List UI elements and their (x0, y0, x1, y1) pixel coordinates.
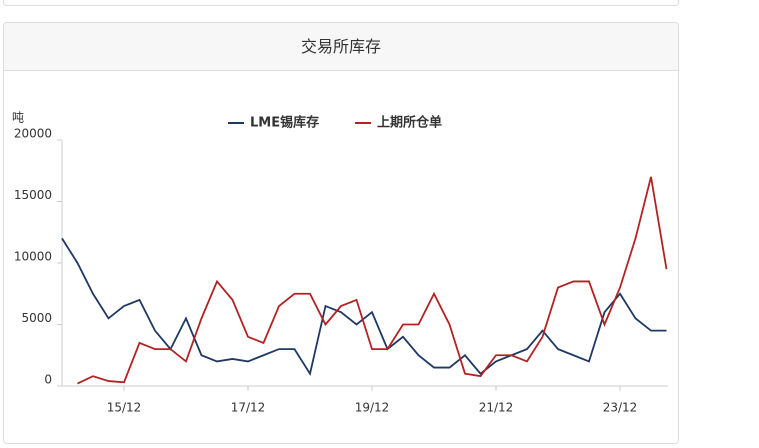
x-tick-label: 19/12 (355, 401, 390, 415)
card-title: 交易所库存 (4, 23, 678, 71)
line-series (61, 237, 667, 377)
previous-card (3, 0, 679, 6)
x-tick-label: 23/12 (603, 401, 638, 415)
y-tick-label: 15000 (14, 188, 52, 202)
card: 交易所库存 (3, 22, 679, 444)
y-tick-label: 0 (44, 373, 52, 387)
y-tick-label: 10000 (14, 250, 52, 264)
legend-label: LME锡库存 (250, 115, 319, 131)
x-tick-label: 17/12 (231, 401, 266, 415)
x-tick-label: 21/12 (479, 401, 514, 415)
line-series (77, 176, 668, 385)
y-tick-label: 5000 (21, 311, 52, 325)
y-unit: 吨 (12, 111, 24, 125)
legend-label: 上期所仓单 (377, 115, 442, 131)
y-tick-label: 20000 (14, 127, 52, 141)
x-tick-label: 15/12 (107, 401, 142, 415)
